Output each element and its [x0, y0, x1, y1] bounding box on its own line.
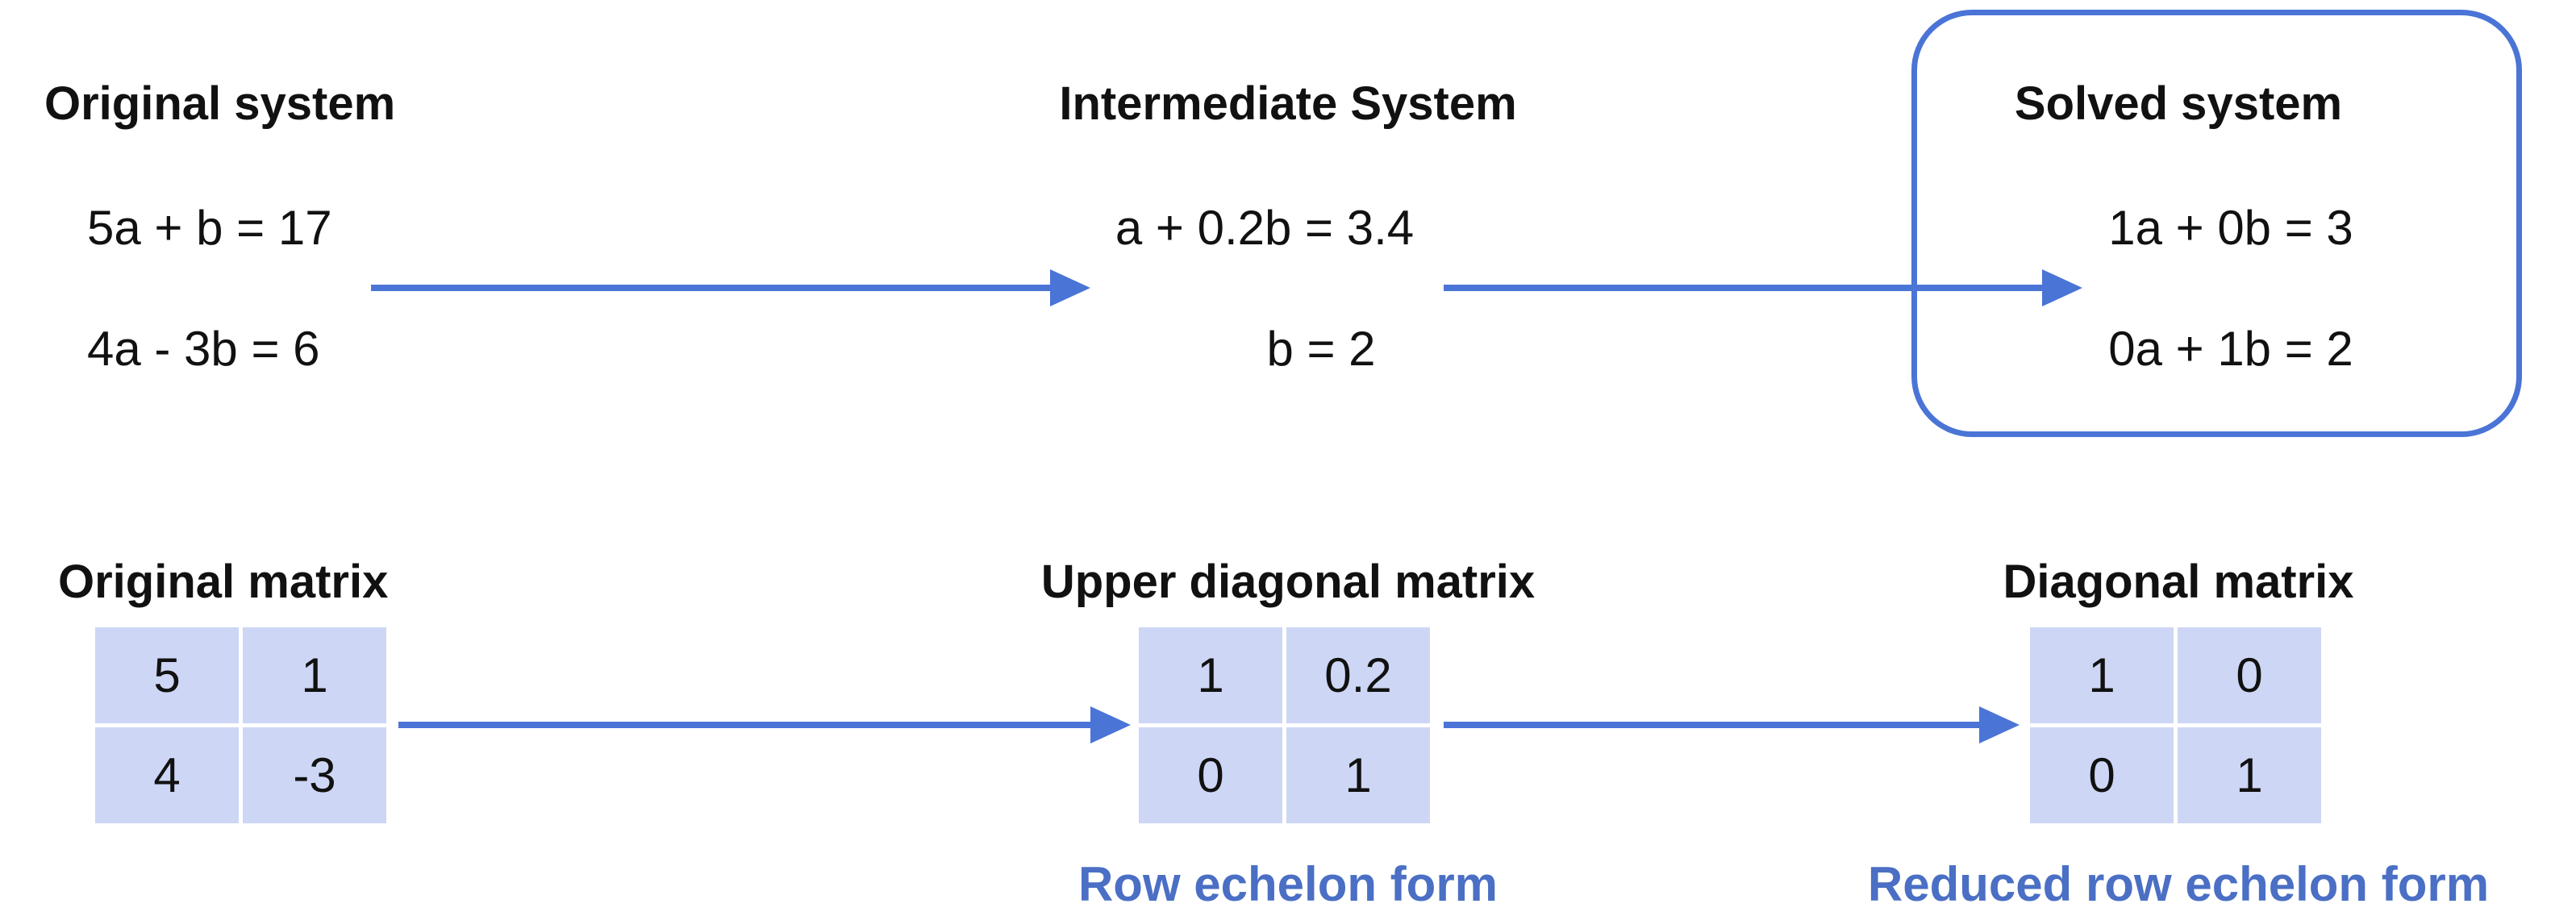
- matrix-cell: 5: [95, 627, 239, 723]
- original-matrix: 5 1 4 -3: [95, 627, 386, 823]
- matrix-cell: 1: [2178, 727, 2321, 823]
- original-system-title: Original system: [44, 77, 396, 130]
- original-matrix-title: Original matrix: [58, 556, 389, 608]
- arrow-original-matrix-to-upper: [398, 706, 1131, 743]
- original-eq-1: 5a + b = 17: [87, 201, 332, 255]
- matrix-cell: 0: [2178, 627, 2321, 723]
- solved-system-highlight-box: [1911, 10, 2522, 437]
- matrix-cell: 4: [95, 727, 239, 823]
- matrix-cell: 0: [1139, 727, 1282, 823]
- matrix-cell: 1: [2030, 627, 2174, 723]
- matrix-cell: 0.2: [1286, 627, 1430, 723]
- solved-eq-1: 1a + 0b = 3: [2108, 201, 2353, 255]
- matrix-cell: 1: [243, 627, 386, 723]
- matrix-cell: -3: [243, 727, 386, 823]
- reduced-row-echelon-caption: Reduced row echelon form: [1867, 857, 2490, 911]
- intermediate-system-title: Intermediate System: [1059, 77, 1517, 130]
- intermediate-eq-1: a + 0.2b = 3.4: [1115, 201, 1415, 255]
- arrow-intermediate-to-solved: [1444, 269, 2082, 306]
- row-echelon-caption: Row echelon form: [1078, 857, 1498, 911]
- matrix-cell: 1: [1139, 627, 1282, 723]
- matrix-cell: 1: [1286, 727, 1430, 823]
- original-eq-2: 4a - 3b = 6: [87, 322, 320, 376]
- solved-system-title: Solved system: [2014, 77, 2343, 130]
- arrow-original-to-intermediate: [371, 269, 1090, 306]
- arrow-upper-to-diagonal: [1444, 706, 2020, 743]
- intermediate-eq-2: b = 2: [1266, 322, 1376, 376]
- upper-diagonal-matrix: 1 0.2 0 1: [1139, 627, 1430, 823]
- solved-eq-2: 0a + 1b = 2: [2108, 322, 2353, 376]
- upper-diagonal-matrix-title: Upper diagonal matrix: [1040, 556, 1536, 608]
- matrix-cell: 0: [2030, 727, 2174, 823]
- diagonal-matrix: 1 0 0 1: [2030, 627, 2321, 823]
- diagonal-matrix-title: Diagonal matrix: [2003, 556, 2354, 608]
